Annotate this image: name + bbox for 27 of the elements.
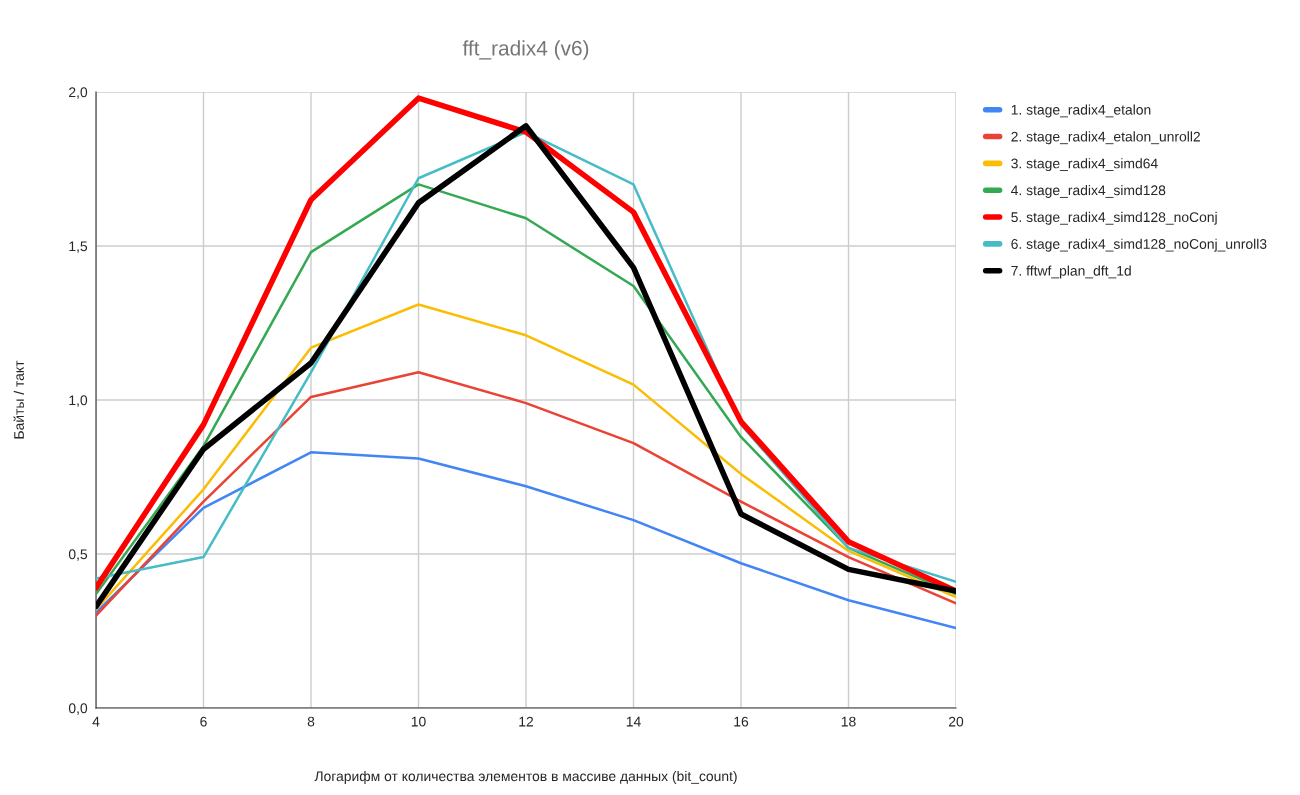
y-tick-label: 0,5 xyxy=(68,549,88,561)
x-tick-label: 20 xyxy=(948,716,964,727)
y-tick-label: 2,0 xyxy=(69,87,88,99)
legend-label: 7. fftwf_plan_dft_1d xyxy=(1011,265,1131,279)
x-tick-label: 12 xyxy=(519,716,534,727)
x-tick-label: 14 xyxy=(626,716,641,727)
legend-label: 5. stage_radix4_simd128_noConj xyxy=(1011,211,1217,225)
x-tick-label: 6 xyxy=(200,716,207,727)
legend-label: 3. stage_radix4_simd64 xyxy=(1011,158,1158,172)
legend-label: 6. stage_radix4_simd128_noConj_unroll3 xyxy=(1011,238,1267,252)
chart-title: fft_radix4 (v6) xyxy=(462,40,589,60)
y-tick-label: 0,0 xyxy=(68,703,88,715)
x-tick-label: 4 xyxy=(92,716,100,727)
x-tick-label: 10 xyxy=(411,716,426,727)
line-series xyxy=(96,371,956,617)
y-axis-title: Байты / такт xyxy=(13,360,24,439)
y-tick-label: 1,0 xyxy=(69,395,88,407)
x-tick-label: 18 xyxy=(841,716,856,727)
x-tick-label: 16 xyxy=(734,716,749,727)
legend-label: 1. stage_radix4_etalon xyxy=(1011,104,1151,118)
legend-label: 2. stage_radix4_etalon_unroll2 xyxy=(1011,131,1200,145)
y-tick-label: 1,5 xyxy=(69,241,88,253)
x-axis-title: Логарифм от количества элементов в массиве данных (bit_count) xyxy=(314,770,737,784)
line-series xyxy=(96,303,956,611)
legend-label: 4. stage_radix4_simd128 xyxy=(1011,185,1166,198)
line-series xyxy=(96,451,956,630)
x-tick-label: 8 xyxy=(307,716,315,727)
